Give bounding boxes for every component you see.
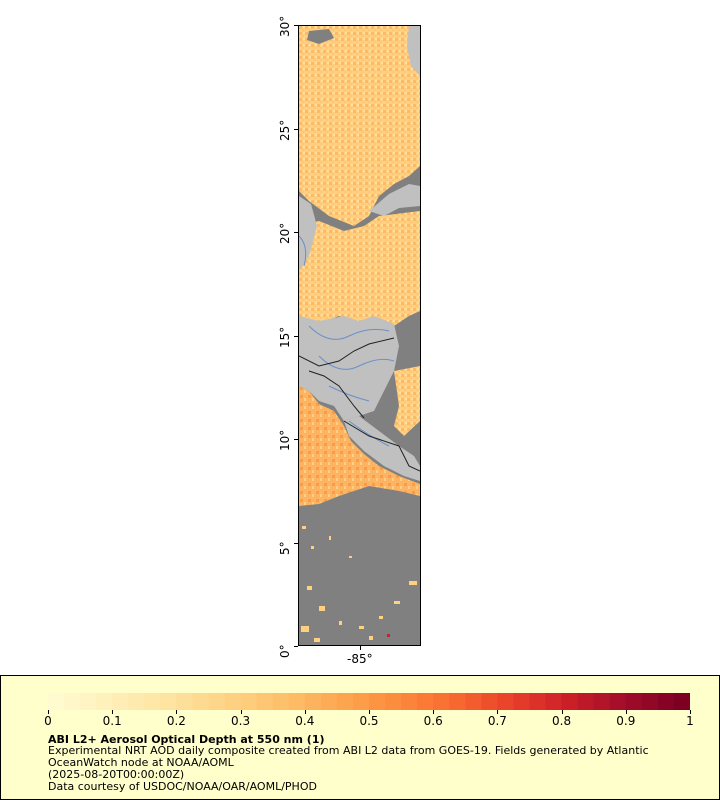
lat-tick-label: 15° [278,326,292,348]
lat-tick-mark [294,25,298,26]
colorbar-step [96,693,113,710]
aod-map[interactable] [298,25,421,646]
colorbar-step [352,693,370,710]
aod-field-south [299,386,420,506]
land-north [407,26,420,76]
colorbar-label: 0 [44,714,52,728]
high-aod-point [387,634,390,637]
colorbar-tick [304,710,306,714]
colorbar-step [433,693,450,710]
colorbar-label: 0.3 [231,714,251,728]
colorbar-tick [240,710,242,714]
lat-tick-label: 20° [278,222,292,244]
colorbar-step [625,693,643,710]
lon-tick-label: -85° [347,652,373,666]
colorbar-step [128,693,145,710]
colorbar-step [48,693,65,710]
colorbar-label: 0.7 [487,714,507,728]
colorbar-step [304,693,322,710]
aod-speckles [301,526,417,642]
colorbar-step [160,693,177,710]
legend-panel: 0 0.1 0.2 0.3 0.4 0.5 0.6 0.7 0.8 0.9 1 ABI L2+ Ae… [0,675,720,800]
borders [299,337,420,472]
lat-tick-mark [294,232,298,233]
colorbar-step [481,693,498,710]
colorbar-tick [176,710,178,714]
colorbar-label: 0.1 [102,714,122,728]
colorbar-step [449,693,466,710]
lat-tick-mark [294,439,298,440]
colorbar-step [545,693,563,710]
legend-credit: Data courtesy of USDOC/NOAA/OAR/AOML/PHO… [48,780,317,793]
colorbar-step [641,693,659,710]
colorbar-tick [690,710,691,714]
colorbar-label: 0.8 [552,714,572,728]
colorbar-step [673,693,690,710]
colorbar-label: 0.6 [423,714,443,728]
colorbar-step [657,693,675,710]
colorbar-label: 1 [686,714,694,728]
colorbar-label: 0.5 [359,714,379,728]
colorbar-step [497,693,514,710]
legend-description: Experimental NRT AOD daily composite cre… [48,744,649,769]
land-central-america [299,316,399,421]
lat-tick-label: 5° [278,540,292,555]
colorbar-step [465,693,482,710]
land-yucatan [369,184,420,216]
colorbar-step [336,693,354,710]
colorbar-step [224,693,242,710]
colorbar-step [369,693,386,710]
colorbar-step [288,693,306,710]
land-mexico [299,196,317,271]
ocean-north [307,29,334,44]
colorbar-tick [433,710,435,714]
colorbar-step [64,693,81,710]
colorbar-step [272,693,290,710]
colorbar-step [385,693,402,710]
colorbar-step [593,693,611,710]
lat-tick-mark [294,646,298,647]
colorbar-step [513,693,530,710]
colorbar-step [609,693,627,710]
colorbar-step [417,693,434,710]
colorbar-step [401,693,418,710]
legend-date: (2025-08-20T00:00:00Z) [48,768,185,781]
legend-title: ABI L2+ Aerosol Optical Depth at 550 nm … [48,733,325,746]
colorbar-label: 0.9 [616,714,636,728]
colorbar-tick [497,710,499,714]
lat-tick-mark [294,128,298,130]
colorbar-step [192,693,209,710]
colorbar-step [256,693,274,710]
colorbar-step [529,693,547,710]
colorbar-step [176,693,193,710]
lat-tick-label: 0° [278,644,292,658]
colorbar-tick [561,710,563,714]
colorbar-tick [625,710,627,714]
aod-field-caribbean [394,366,420,436]
colorbar-tick [112,710,114,714]
colorbar-step [577,693,595,710]
lat-tick-mark [294,335,298,337]
colorbar-step [112,693,129,710]
colorbar-step [80,693,97,710]
colorbar-tick [48,710,49,714]
aod-field-mid [299,211,420,326]
colorbar-step [144,693,161,710]
lat-tick-label: 10° [278,429,292,451]
colorbar-step [561,693,579,710]
colorbar [48,693,690,710]
rivers [299,235,395,447]
aod-map-canvas [299,26,420,645]
colorbar-step [208,693,226,710]
lon-tick-mark [360,646,361,650]
lat-tick-label: 25° [278,119,292,141]
colorbar-step [240,693,258,710]
colorbar-step [320,693,338,710]
colorbar-tick [369,710,370,714]
colorbar-label: 0.2 [166,714,186,728]
aod-field-north [299,26,420,226]
lat-tick-mark [294,542,298,544]
lat-tick-label: 30° [278,15,292,37]
colorbar-label: 0.4 [295,714,315,728]
